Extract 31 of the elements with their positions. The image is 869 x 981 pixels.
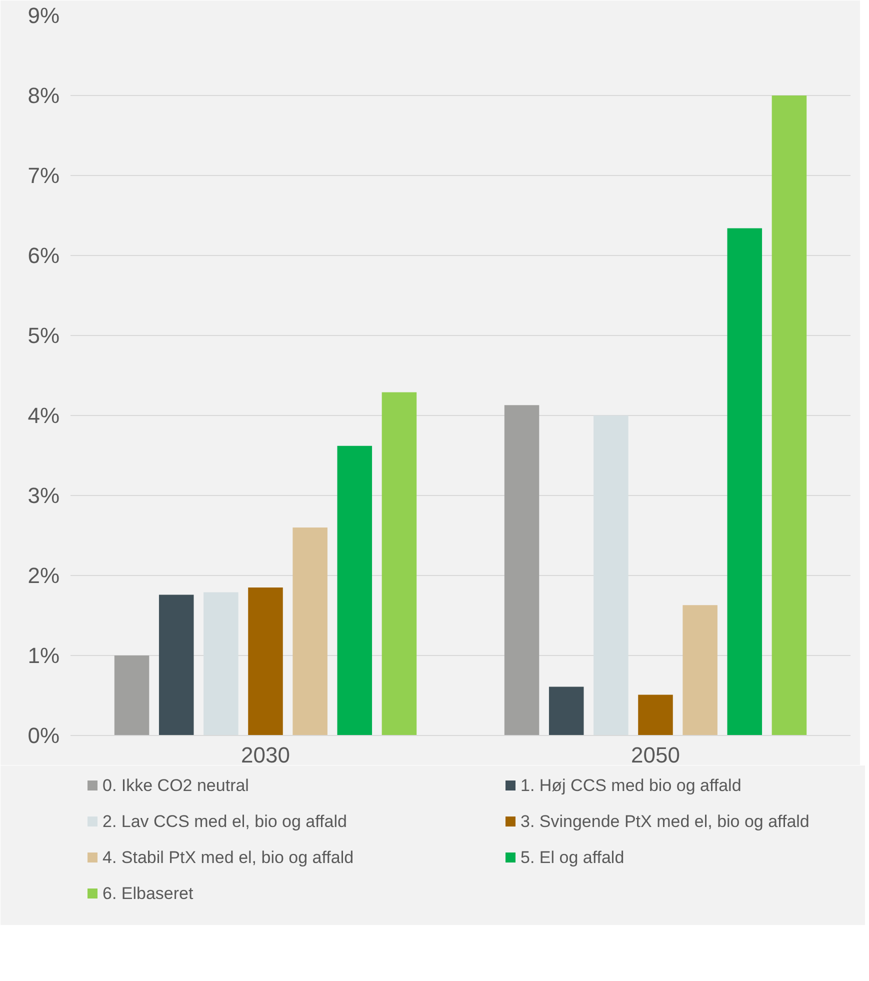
y-tick-label: 9% — [28, 3, 60, 28]
x-tick-label: 2050 — [631, 742, 680, 768]
y-tick-label: 7% — [28, 163, 60, 188]
bar — [727, 228, 762, 736]
legend-label: 4. Stabil PtX med el, bio og affald — [102, 848, 354, 867]
legend-label: 0. Ikke CO2 neutral — [102, 776, 249, 795]
bar — [158, 594, 194, 736]
legend-label: 6. Elbaseret — [102, 884, 194, 903]
bar — [114, 656, 150, 736]
bar — [682, 605, 718, 736]
y-tick-label: 5% — [28, 323, 60, 348]
y-tick-label: 3% — [28, 483, 60, 508]
bar — [292, 528, 328, 736]
y-tick-label: 8% — [28, 83, 60, 108]
bar — [248, 588, 283, 736]
bar — [337, 446, 372, 736]
y-tick-label: 1% — [28, 643, 60, 668]
bar — [638, 694, 673, 736]
y-tick-label: 0% — [28, 723, 60, 748]
bar — [772, 96, 807, 736]
legend-label: 3. Svingende PtX med el, bio og affald — [520, 812, 810, 831]
legend-label: 2. Lav CCS med el, bio og affald — [102, 812, 347, 831]
y-tick-label: 4% — [28, 403, 60, 428]
y-tick-label: 6% — [28, 243, 60, 268]
legend-label: 1. Høj CCS med bio og affald — [520, 776, 742, 795]
bar — [382, 392, 417, 736]
bar — [504, 405, 540, 736]
bar — [548, 686, 584, 736]
legend-label: 5. El og affald — [520, 848, 624, 867]
y-tick-label: 2% — [28, 563, 60, 588]
x-tick-label: 2030 — [241, 742, 290, 768]
